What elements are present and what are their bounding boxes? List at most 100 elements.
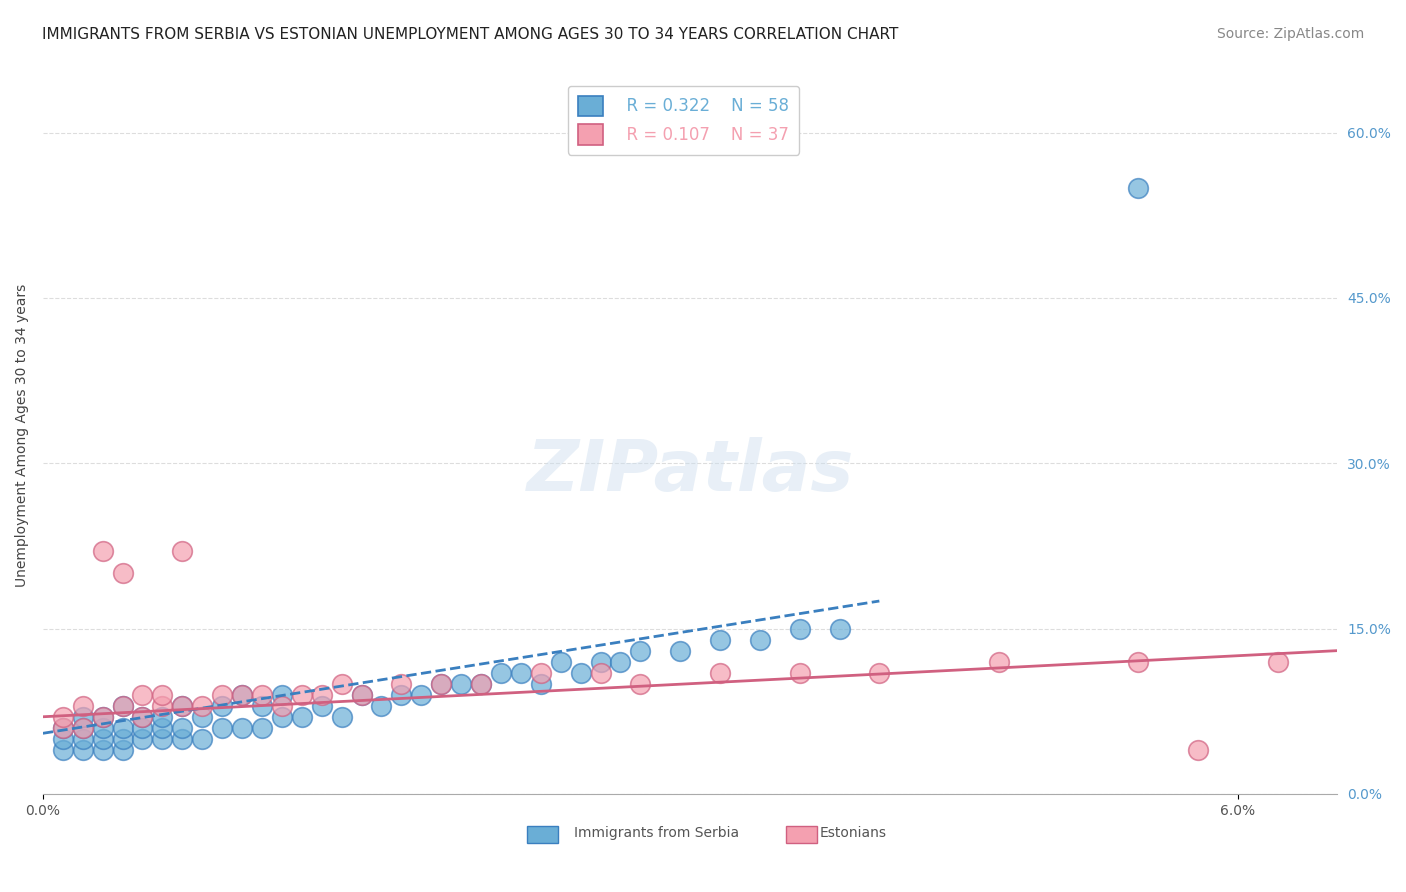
- Point: [52, 743, 75, 757]
- Point: [150, 688, 173, 702]
- Point: [250, 698, 273, 713]
- Point: [1128, 180, 1150, 194]
- Point: [370, 698, 392, 713]
- Point: [72, 731, 94, 746]
- Point: [231, 721, 253, 735]
- Point: [389, 688, 412, 702]
- Point: [91, 721, 114, 735]
- Point: [430, 676, 453, 690]
- Point: [350, 688, 373, 702]
- Point: [131, 731, 153, 746]
- Point: [191, 731, 214, 746]
- Point: [789, 665, 811, 680]
- Point: [150, 731, 173, 746]
- Point: [411, 688, 433, 702]
- Text: Estonians: Estonians: [820, 826, 887, 840]
- Point: [52, 731, 75, 746]
- Point: [709, 632, 731, 647]
- Point: [311, 698, 333, 713]
- Point: [231, 688, 253, 702]
- Point: [470, 676, 492, 690]
- Point: [470, 676, 492, 690]
- Point: [52, 710, 75, 724]
- Point: [530, 665, 553, 680]
- FancyBboxPatch shape: [527, 826, 558, 843]
- Point: [489, 665, 512, 680]
- Point: [131, 721, 153, 735]
- Point: [530, 676, 553, 690]
- Point: [191, 710, 214, 724]
- Point: [291, 688, 314, 702]
- Point: [211, 721, 233, 735]
- Point: [111, 566, 134, 581]
- Point: [330, 710, 353, 724]
- Point: [609, 655, 631, 669]
- Point: [330, 676, 353, 690]
- Point: [250, 721, 273, 735]
- Text: IMMIGRANTS FROM SERBIA VS ESTONIAN UNEMPLOYMENT AMONG AGES 30 TO 34 YEARS CORREL: IMMIGRANTS FROM SERBIA VS ESTONIAN UNEMP…: [42, 27, 898, 42]
- Point: [131, 710, 153, 724]
- Point: [91, 743, 114, 757]
- Point: [789, 622, 811, 636]
- Point: [550, 655, 572, 669]
- Point: [91, 544, 114, 558]
- Point: [211, 688, 233, 702]
- Point: [91, 731, 114, 746]
- Point: [270, 688, 292, 702]
- Point: [72, 721, 94, 735]
- Point: [111, 743, 134, 757]
- Point: [172, 544, 194, 558]
- Point: [111, 698, 134, 713]
- Point: [669, 643, 692, 657]
- FancyBboxPatch shape: [786, 826, 817, 843]
- Point: [91, 710, 114, 724]
- Point: [111, 698, 134, 713]
- Point: [150, 698, 173, 713]
- Point: [131, 710, 153, 724]
- Point: [430, 676, 453, 690]
- Point: [52, 721, 75, 735]
- Point: [589, 665, 612, 680]
- Point: [628, 676, 651, 690]
- Point: [1128, 655, 1150, 669]
- Point: [172, 698, 194, 713]
- Point: [1267, 655, 1289, 669]
- Point: [450, 676, 472, 690]
- Point: [111, 731, 134, 746]
- Point: [231, 688, 253, 702]
- Point: [191, 698, 214, 713]
- Point: [748, 632, 770, 647]
- Point: [52, 721, 75, 735]
- Point: [72, 710, 94, 724]
- Point: [250, 688, 273, 702]
- Point: [1187, 743, 1209, 757]
- Point: [311, 688, 333, 702]
- Point: [987, 655, 1010, 669]
- Point: [72, 698, 94, 713]
- Point: [172, 721, 194, 735]
- Text: ZIPatlas: ZIPatlas: [526, 437, 853, 506]
- Point: [172, 698, 194, 713]
- Point: [111, 721, 134, 735]
- Point: [291, 710, 314, 724]
- Point: [868, 665, 890, 680]
- Point: [709, 665, 731, 680]
- Point: [150, 710, 173, 724]
- Point: [828, 622, 851, 636]
- Point: [589, 655, 612, 669]
- Point: [270, 710, 292, 724]
- Text: Source: ZipAtlas.com: Source: ZipAtlas.com: [1216, 27, 1364, 41]
- Point: [150, 721, 173, 735]
- Point: [509, 665, 531, 680]
- Text: Immigrants from Serbia: Immigrants from Serbia: [574, 826, 738, 840]
- Point: [569, 665, 592, 680]
- Point: [211, 698, 233, 713]
- Legend:   R = 0.322    N = 58,   R = 0.107    N = 37: R = 0.322 N = 58, R = 0.107 N = 37: [568, 86, 800, 155]
- Point: [270, 698, 292, 713]
- Point: [72, 721, 94, 735]
- Point: [91, 710, 114, 724]
- Point: [628, 643, 651, 657]
- Y-axis label: Unemployment Among Ages 30 to 34 years: Unemployment Among Ages 30 to 34 years: [15, 284, 30, 587]
- Point: [131, 688, 153, 702]
- Point: [72, 743, 94, 757]
